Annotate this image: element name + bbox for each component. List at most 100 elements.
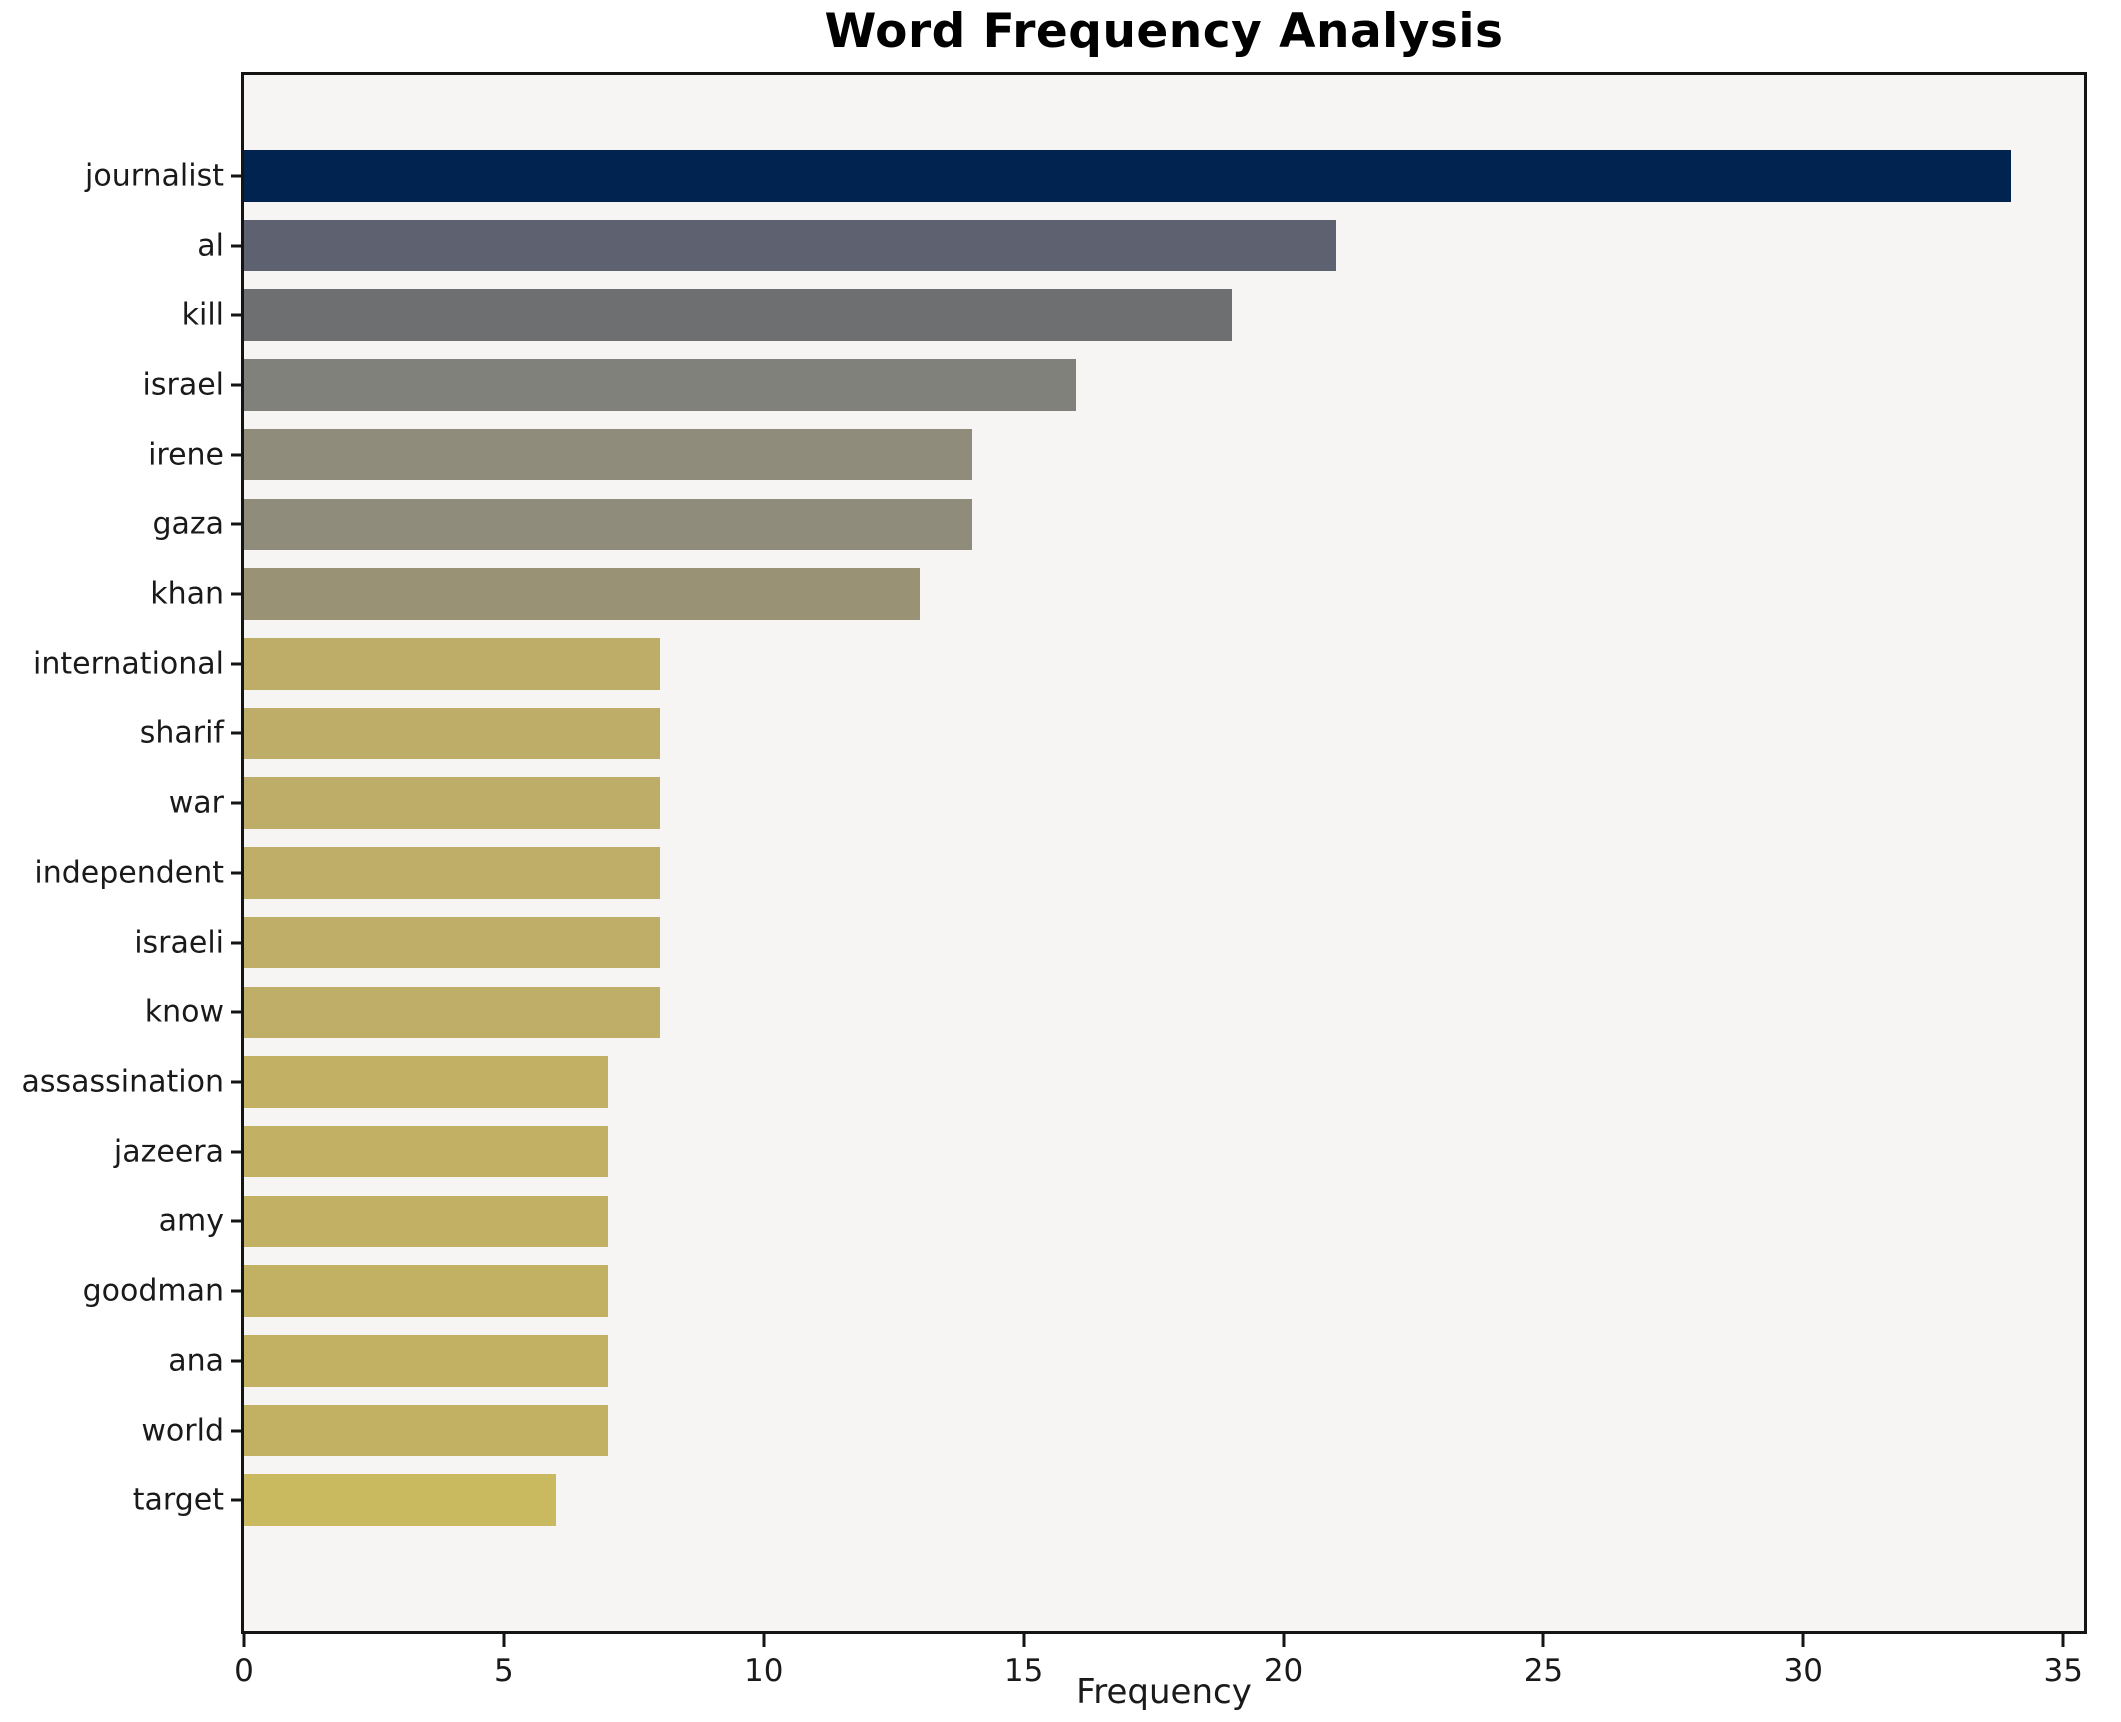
category-label: irene	[148, 437, 224, 473]
y-tick-mark	[231, 1219, 241, 1223]
x-tick-label: 25	[1523, 1653, 1564, 1689]
x-tick-label: 35	[2043, 1653, 2083, 1689]
bar-row: israeli	[134, 908, 2084, 978]
bar-row: jazeera	[114, 1117, 2084, 1187]
frequency-bar	[244, 289, 1232, 342]
y-tick-mark	[231, 1010, 241, 1014]
bar-row: war	[169, 768, 2084, 838]
frequency-bar	[244, 359, 1076, 411]
bar-rows-container: journalist al kill israel irene gaza khan inter…	[22, 75, 2084, 1631]
category-label: assassination	[21, 1064, 225, 1100]
bar-row: know	[145, 977, 2084, 1047]
category-label: khan	[150, 576, 224, 612]
plot-area: journalist al kill israel irene gaza khan inter…	[22, 72, 2087, 1689]
y-tick-mark	[231, 244, 241, 248]
x-tick-label: 10	[744, 1653, 784, 1689]
y-tick-mark	[231, 1359, 241, 1363]
x-tick-label: 20	[1263, 1653, 1304, 1689]
x-tick-mark	[762, 1634, 766, 1647]
y-tick-mark	[231, 453, 241, 457]
x-tick-label: 5	[494, 1653, 514, 1689]
y-tick-mark	[231, 313, 241, 317]
bar-row: ana	[168, 1326, 2084, 1396]
bar-row: israel	[143, 350, 2084, 420]
frequency-bar	[244, 1335, 608, 1387]
category-label: world	[141, 1413, 224, 1448]
x-tick-mark	[502, 1634, 506, 1647]
category-label: international	[33, 646, 224, 682]
y-tick-mark	[231, 1080, 241, 1084]
frequency-bar	[244, 150, 2012, 202]
y-tick-mark	[231, 801, 241, 805]
category-label: journalist	[85, 158, 224, 194]
category-label: ana	[168, 1343, 224, 1379]
y-tick-mark	[231, 1150, 241, 1154]
y-tick-mark	[231, 662, 241, 666]
category-label: al	[197, 228, 224, 264]
y-tick-mark	[231, 871, 241, 875]
frequency-bar	[244, 1265, 608, 1317]
bar-row: goodman	[83, 1256, 2084, 1326]
y-tick-mark	[231, 941, 241, 945]
frequency-bar	[244, 1404, 608, 1457]
category-label: war	[168, 785, 224, 821]
bar-row: amy	[159, 1187, 2084, 1257]
frequency-bar	[244, 1056, 608, 1108]
x-tick-mark	[1022, 1634, 1026, 1647]
frequency-bar	[244, 986, 660, 1039]
y-tick-mark	[231, 592, 241, 596]
bar-row: irene	[148, 420, 2084, 490]
bar-row: gaza	[152, 490, 2084, 560]
x-axis-label: Frequency	[1076, 1672, 1252, 1712]
x-tick-mark	[1541, 1634, 1545, 1647]
bar-row: sharif	[140, 699, 2084, 769]
frequency-bar	[244, 219, 1336, 272]
category-label: know	[144, 994, 224, 1030]
x-tick-mark	[242, 1634, 246, 1647]
bar-row: khan	[150, 559, 2084, 629]
y-tick-mark	[231, 383, 241, 387]
y-tick-mark	[231, 1498, 241, 1502]
x-tick-mark	[1801, 1634, 1805, 1647]
frequency-bar	[244, 1125, 608, 1178]
bar-row: international	[33, 629, 2084, 699]
y-tick-mark	[231, 1429, 241, 1432]
x-axis-ticks: 0 5 10 15 20 25 30 35	[234, 1631, 2084, 1701]
category-label: israeli	[134, 925, 224, 961]
frequency-bar	[244, 637, 660, 690]
category-label: israel	[142, 367, 224, 403]
x-tick-label: 15	[1003, 1653, 1044, 1689]
frequency-bar	[244, 568, 920, 620]
category-label: kill	[181, 297, 224, 333]
bar-row: journalist	[85, 141, 2084, 211]
x-tick-mark	[1282, 1634, 1286, 1647]
category-label: target	[132, 1482, 224, 1518]
y-tick-mark	[231, 731, 241, 735]
y-tick-mark	[231, 522, 241, 526]
frequency-bar	[244, 428, 972, 481]
category-label: amy	[158, 1203, 224, 1239]
chart-title: Word Frequency Analysis	[824, 4, 1504, 59]
category-label: sharif	[139, 715, 224, 751]
category-label: jazeera	[113, 1134, 224, 1170]
bar-row: world	[141, 1396, 2084, 1466]
category-label: gaza	[152, 506, 224, 542]
frequency-bar	[244, 707, 660, 760]
bar-row: target	[133, 1465, 2084, 1535]
frequency-bar	[244, 498, 972, 551]
y-tick-mark	[231, 174, 241, 178]
x-tick-label: 0	[234, 1653, 254, 1689]
x-tick-mark	[2061, 1634, 2065, 1647]
x-tick-label: 30	[1783, 1653, 1824, 1689]
frequency-bar	[244, 1474, 556, 1526]
bar-row: independent	[34, 838, 2084, 908]
bar-row: assassination	[22, 1047, 2084, 1117]
frequency-bar	[244, 847, 660, 899]
frequency-bar	[244, 1195, 608, 1248]
y-tick-mark	[231, 1289, 241, 1293]
frequency-bar	[244, 777, 660, 829]
bar-row: kill	[182, 280, 2084, 350]
bar-row: al	[197, 211, 2084, 281]
frequency-bar	[244, 916, 660, 969]
